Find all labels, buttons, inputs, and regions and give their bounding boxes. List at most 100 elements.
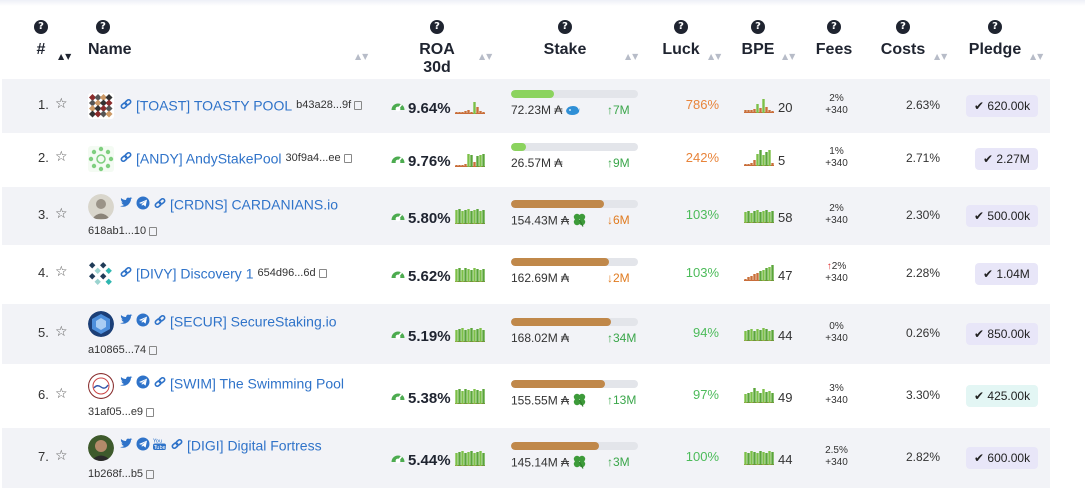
- fee-fixed: +340: [825, 158, 848, 169]
- stake-progress-fill: [511, 442, 599, 450]
- twitter-icon[interactable]: [119, 196, 133, 213]
- pledge-badge[interactable]: ✔ 600.00k: [966, 447, 1039, 469]
- table-row[interactable]: 7. ☆ You Tube [DIGI] Digital Fortress 1b268f.…: [2, 428, 1050, 488]
- rank-number: 4.: [38, 265, 49, 280]
- pool-name-link[interactable]: [ANDY] AndyStakePool: [136, 150, 282, 167]
- fees-cell: 3% +340: [814, 383, 859, 407]
- col-costs[interactable]: ? Costs: [880, 16, 926, 59]
- telegram-icon[interactable]: [136, 437, 150, 454]
- bpe-sparkline-chart: [744, 328, 774, 341]
- pool-name-link[interactable]: [DIVY] Discovery 1: [136, 265, 254, 282]
- stake-cell: 72.23M ₳ ↑7M: [511, 90, 641, 119]
- pool-name-line: [ANDY] AndyStakePool 30f9a4...ee: [119, 149, 352, 167]
- pool-avatar[interactable]: [88, 311, 114, 337]
- table-row[interactable]: 4. ☆ [DIVY] Discovery 1 654d96...6d 5.62% 162…: [2, 247, 1050, 301]
- roa-cell: 5.80%: [390, 207, 485, 229]
- pledge-badge[interactable]: ✔ 2.27M: [975, 148, 1038, 170]
- col-roa[interactable]: ? ROA 30d: [405, 16, 469, 77]
- stake-progress-fill: [511, 90, 555, 98]
- sort-bpe-icon[interactable]: ▲▼: [782, 52, 797, 61]
- copy-icon[interactable]: [318, 268, 327, 278]
- link-icon[interactable]: [119, 97, 133, 114]
- pool-avatar[interactable]: [88, 146, 114, 172]
- twitter-icon[interactable]: [119, 375, 133, 392]
- copy-icon[interactable]: [343, 153, 352, 163]
- rank-number: 2.: [38, 150, 49, 165]
- pledge-badge[interactable]: ✔ 425.00k: [966, 385, 1039, 407]
- table-row[interactable]: 6. ☆ [SWIM] The Swimming Pool 31af05...e9 5.…: [2, 366, 1050, 426]
- sort-rank-icon[interactable]: ▲▼: [58, 52, 73, 61]
- pool-name-link[interactable]: [SWIM] The Swimming Pool: [170, 375, 345, 392]
- telegram-icon[interactable]: [136, 313, 150, 330]
- bpe-sparkline: [744, 96, 774, 118]
- copy-icon[interactable]: [146, 469, 155, 479]
- copy-icon[interactable]: [146, 407, 155, 417]
- copy-icon[interactable]: [149, 226, 158, 236]
- pool-name-link[interactable]: [CRDNS] CARDANIANS.io: [170, 196, 339, 213]
- pool-avatar[interactable]: [88, 435, 114, 461]
- link-icon[interactable]: [170, 437, 184, 454]
- favorite-star-icon[interactable]: ☆: [55, 149, 68, 165]
- fee-margin: 2%: [829, 93, 844, 104]
- sort-pledge-icon[interactable]: ▲▼: [1030, 52, 1045, 61]
- telegram-icon[interactable]: [136, 375, 150, 392]
- help-icon[interactable]: ?: [430, 20, 444, 34]
- favorite-star-icon[interactable]: ☆: [55, 206, 68, 222]
- twitter-icon[interactable]: [119, 437, 133, 454]
- help-icon[interactable]: ?: [827, 20, 841, 34]
- col-pledge[interactable]: ? Pledge: [968, 16, 1022, 59]
- favorite-star-icon[interactable]: ☆: [55, 96, 68, 112]
- link-icon[interactable]: [153, 375, 167, 392]
- pool-name-link[interactable]: [TOAST] TOASTY POOL: [136, 97, 293, 114]
- col-stake[interactable]: ? Stake: [540, 16, 590, 59]
- sort-name-icon[interactable]: ▲▼: [355, 52, 370, 61]
- roa-sparkline-chart: [454, 268, 485, 282]
- col-fees[interactable]: ? Fees: [814, 16, 854, 59]
- pledge-badge[interactable]: ✔ 1.04M: [975, 263, 1038, 285]
- sort-roa-icon[interactable]: ▲▼: [479, 52, 494, 61]
- help-icon[interactable]: ?: [96, 20, 110, 34]
- pool-name-link[interactable]: [SECUR] SecureStaking.io: [170, 313, 337, 330]
- help-icon[interactable]: ?: [558, 20, 572, 34]
- col-rank[interactable]: ? #: [34, 16, 48, 59]
- pool-avatar[interactable]: [88, 93, 114, 119]
- help-icon[interactable]: ?: [896, 20, 910, 34]
- link-icon[interactable]: [119, 265, 133, 282]
- table-row[interactable]: 1. ☆ [TOAST] TOASTY POOL b43a28...9f 9.64% 72…: [2, 79, 1050, 133]
- pledge-badge[interactable]: ✔ 850.00k: [966, 323, 1039, 345]
- help-icon[interactable]: ?: [674, 20, 688, 34]
- help-icon[interactable]: ?: [751, 20, 765, 34]
- table-row[interactable]: 2. ☆ [ANDY] AndyStakePool 30f9a4...ee 9.76% 2…: [2, 133, 1050, 185]
- sort-stake-icon[interactable]: ▲▼: [625, 52, 640, 61]
- pool-avatar[interactable]: [88, 373, 114, 399]
- copy-icon[interactable]: [149, 345, 158, 355]
- favorite-star-icon[interactable]: ☆: [55, 386, 68, 402]
- link-icon[interactable]: [119, 150, 133, 167]
- pool-avatar[interactable]: [88, 194, 114, 220]
- sort-costs-icon[interactable]: ▲▼: [934, 52, 949, 61]
- twitter-icon[interactable]: [119, 313, 133, 330]
- link-icon[interactable]: [153, 313, 167, 330]
- pool-avatar[interactable]: [88, 261, 114, 287]
- pool-name-link[interactable]: [DIGI] Digital Fortress: [187, 437, 322, 454]
- youtube-icon[interactable]: You Tube: [152, 437, 167, 454]
- telegram-icon[interactable]: [136, 196, 150, 213]
- help-icon[interactable]: ?: [988, 20, 1002, 34]
- pledge-badge[interactable]: ✔ 500.00k: [966, 205, 1039, 227]
- favorite-star-icon[interactable]: ☆: [55, 324, 68, 340]
- sort-luck-icon[interactable]: ▲▼: [708, 52, 723, 61]
- roa-sparkline: [454, 325, 485, 347]
- top-strip: [0, 0, 1085, 6]
- col-name[interactable]: ? Name: [88, 16, 132, 59]
- luck-value: 97%: [692, 387, 719, 402]
- pledge-badge[interactable]: ✔ 620.00k: [966, 95, 1039, 117]
- help-icon[interactable]: ?: [34, 20, 48, 34]
- copy-icon[interactable]: [354, 100, 363, 110]
- table-row[interactable]: 5. ☆ [SECUR] SecureStaking.io a10865...74 5.…: [2, 304, 1050, 364]
- col-bpe[interactable]: ? BPE: [740, 16, 776, 59]
- favorite-star-icon[interactable]: ☆: [55, 448, 68, 464]
- link-icon[interactable]: [153, 196, 167, 213]
- col-luck[interactable]: ? Luck: [660, 16, 702, 59]
- table-row[interactable]: 3. ☆ [CRDNS] CARDANIANS.io 618ab1...10 5.80%…: [2, 187, 1050, 245]
- favorite-star-icon[interactable]: ☆: [55, 264, 68, 280]
